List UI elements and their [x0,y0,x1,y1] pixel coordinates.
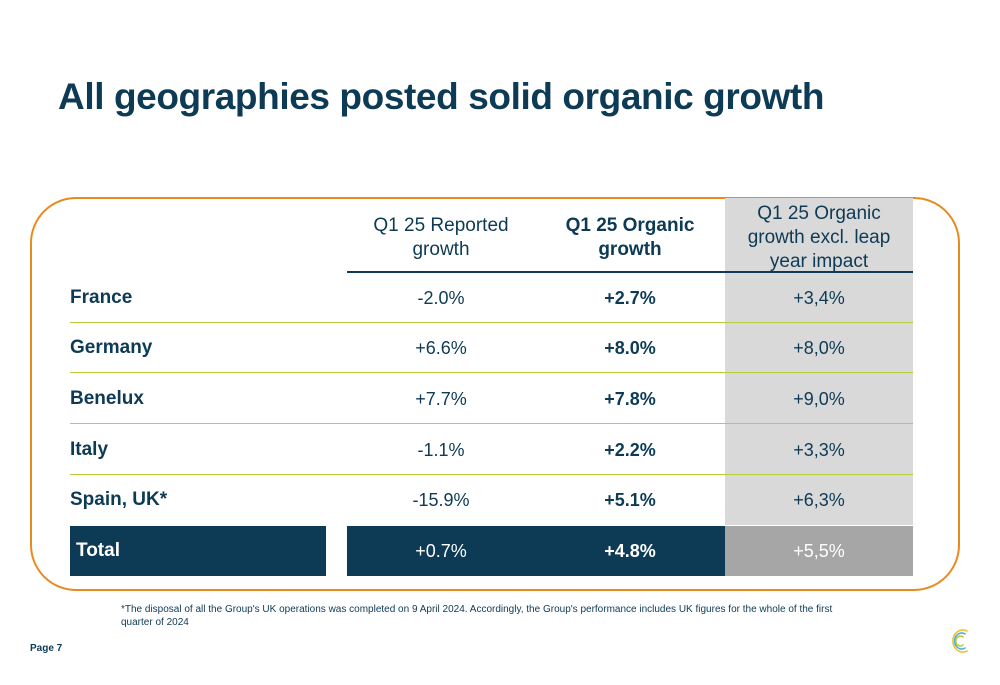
total-label: Total [76,540,120,561]
table-row: France -2.0% +2.7% +3,4% [70,273,913,323]
reported-value: -1.1% [417,440,465,460]
row-label: Italy [70,439,109,460]
reported-value: +7.7% [415,389,467,409]
table-row: Germany +6.6% +8.0% +8,0% [70,323,913,373]
total-organic-value: +4.8% [604,541,656,561]
total-excl-leap-value: +5,5% [793,541,845,561]
excl-leap-value: +3,4% [793,288,845,308]
row-divider [70,474,913,475]
row-label: Benelux [70,388,144,409]
header-reported: Q1 25 Reported growth [373,215,509,260]
organic-value: +8.0% [604,338,656,358]
total-reported-value: +0.7% [415,541,467,561]
excl-leap-value: +6,3% [793,490,845,510]
excl-leap-value: +3,3% [793,440,845,460]
organic-value: +5.1% [604,490,656,510]
organic-value: +7.8% [604,389,656,409]
page-title: All geographies posted solid organic gro… [58,76,825,117]
header-organic: Q1 25 Organic growth [565,215,695,260]
row-divider [70,372,913,373]
total-highlight-background [725,526,913,576]
row-label: Spain, UK* [70,489,168,510]
footnote: *The disposal of all the Group's UK oper… [121,604,833,628]
table-row: Benelux +7.7% +7.8% +9,0% [70,374,913,424]
c-logo-icon [952,629,968,653]
organic-value: +2.7% [604,288,656,308]
highlight-column [725,198,913,525]
row-divider [70,322,913,323]
excl-leap-value: +9,0% [793,389,845,409]
row-divider [70,423,913,424]
table-frame [30,197,960,591]
header-rule [347,271,913,273]
total-label-background [70,526,326,576]
total-values-background [347,526,725,576]
page-number: Page 7 [30,643,63,654]
row-label: Germany [70,337,153,358]
row-label: France [70,287,133,308]
table-row: Spain, UK* -15.9% +5.1% +6,3% [70,475,913,525]
reported-value: -15.9% [412,490,470,510]
excl-leap-value: +8,0% [793,338,845,358]
organic-value: +2.2% [604,440,656,460]
reported-value: +6.6% [415,338,467,358]
table-row: Italy -1.1% +2.2% +3,3% [70,425,913,475]
reported-value: -2.0% [417,288,465,308]
header-excl-leap: Q1 25 Organic growth excl. leap year imp… [747,203,891,272]
